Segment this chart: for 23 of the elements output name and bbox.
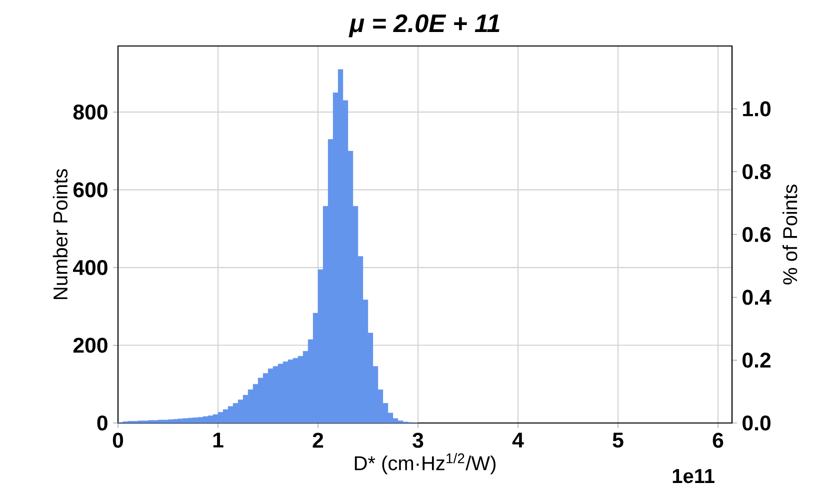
y-tick-label: 200: [73, 338, 108, 353]
x-tick-label: 1: [213, 432, 224, 448]
y-axis-title: Number Points: [52, 169, 68, 300]
y-tick-label: 0: [97, 415, 108, 431]
y2-axis-title: % of Points: [782, 184, 798, 284]
x-tick-label: 6: [712, 432, 724, 448]
y-tick-label: 600: [73, 182, 108, 198]
y2-tick-label: 0.0: [742, 415, 770, 431]
y-tick-label: 800: [73, 104, 108, 120]
chart-title: μ = 2.0E + 11: [348, 14, 500, 38]
x-tick-label: 2: [312, 432, 324, 448]
x-tick-label: 0: [112, 432, 124, 448]
y2-tick-label: 0.4: [742, 290, 772, 305]
x-tick-label: 3: [412, 432, 424, 448]
text: 1e11: [672, 469, 714, 484]
y-tick-label: 400: [73, 260, 108, 276]
x-tick-label: 5: [612, 432, 624, 448]
x-tick-label: 4: [512, 432, 524, 448]
y2-tick-label: 0.8: [742, 164, 771, 180]
y2-tick-label: 1.0: [743, 101, 770, 116]
x-axis-title: D* (cm·Hz$^{1/2}$/W): [354, 453, 496, 474]
y2-tick-label: 0.2: [742, 352, 771, 368]
y2-tick-label: 0.6: [742, 226, 771, 242]
